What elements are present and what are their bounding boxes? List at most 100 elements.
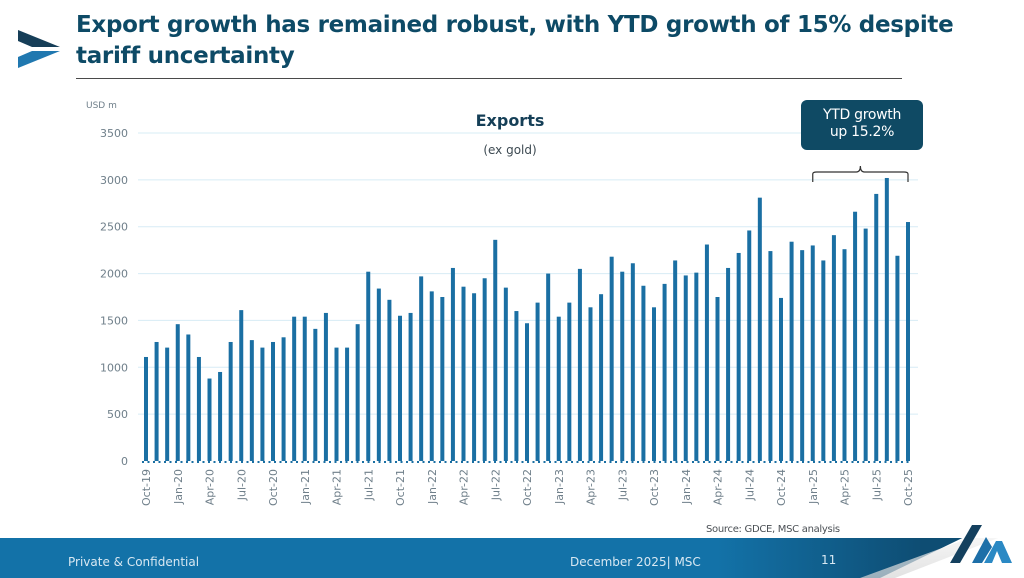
- bar-Sep-20: [260, 347, 265, 461]
- x-tick-label: Oct-22: [521, 469, 534, 506]
- date-label: December 2025| MSC: [570, 555, 701, 569]
- bar-Jan-25: [810, 245, 815, 461]
- bar-Aug-22: [503, 287, 508, 461]
- bar-Apr-25: [842, 249, 847, 461]
- bar-Apr-21: [334, 347, 339, 461]
- bar-Jan-21: [302, 316, 307, 461]
- bar-Jun-21: [355, 324, 360, 461]
- bar-Apr-20: [207, 378, 212, 461]
- x-tick-label: Jan-20: [172, 469, 185, 505]
- x-tick-label: Jul-25: [870, 469, 883, 501]
- bar-May-21: [345, 347, 350, 461]
- bar-Aug-21: [376, 288, 381, 461]
- bar-Mar-25: [831, 235, 836, 461]
- page-number: 11: [821, 553, 837, 567]
- bar-Dec-24: [800, 250, 805, 461]
- bar-Aug-25: [884, 177, 889, 462]
- bar-Aug-24: [757, 197, 762, 462]
- brand-chevron-icon: [18, 30, 60, 68]
- bar-Feb-22: [440, 297, 445, 461]
- bar-Apr-22: [461, 286, 466, 461]
- x-tick-label: Oct-23: [648, 469, 661, 506]
- x-tick-label: Jan-24: [680, 469, 693, 505]
- bar-May-22: [472, 293, 477, 461]
- bar-Sep-21: [387, 299, 392, 461]
- bar-Mar-21: [323, 312, 328, 461]
- bar-Dec-19: [165, 347, 170, 461]
- y-tick-label: 1000: [100, 361, 128, 374]
- x-tick-label: Oct-19: [140, 469, 153, 506]
- y-tick-label: 1500: [100, 314, 128, 327]
- bar-Oct-22: [525, 323, 529, 461]
- bar-Jul-20: [239, 310, 244, 461]
- bar-Oct-21: [398, 315, 402, 461]
- x-tick-label: Oct-25: [902, 469, 915, 506]
- bar-Jul-24: [747, 230, 752, 461]
- bar-Oct-24: [779, 297, 783, 461]
- bar-May-23: [599, 294, 604, 461]
- confidentiality-label: Private & Confidential: [68, 555, 200, 569]
- bar-Nov-24: [789, 241, 794, 461]
- y-tick-label: 0: [121, 455, 128, 468]
- bar-Nov-19: [154, 341, 159, 461]
- x-tick-label: Apr-20: [204, 469, 217, 505]
- bar-Jul-22: [493, 239, 498, 461]
- slide-title: Export growth has remained robust, with …: [76, 12, 954, 69]
- x-tick-label: Oct-20: [267, 469, 280, 506]
- ytd-bracket: [812, 165, 909, 182]
- bar-Feb-21: [313, 328, 318, 461]
- bar-Mar-22: [450, 267, 455, 461]
- bar-Apr-24: [715, 297, 720, 461]
- bar-Jun-24: [736, 252, 741, 461]
- bar-Mar-24: [704, 244, 709, 461]
- y-tick-label: 500: [107, 408, 128, 421]
- bar-Jun-23: [609, 256, 614, 461]
- x-tick-label: Oct-24: [775, 469, 788, 506]
- bar-Oct-23: [652, 307, 656, 461]
- bar-Mar-20: [196, 356, 201, 461]
- x-tick-label: Apr-24: [712, 469, 725, 505]
- bar-Nov-21: [408, 312, 413, 461]
- x-tick-label: Jul-22: [489, 469, 502, 501]
- y-tick-label: 2500: [100, 221, 128, 234]
- bar-Oct-19: [144, 356, 148, 461]
- y-axis-unit-label: USD m: [86, 101, 117, 111]
- x-tick-label: Apr-21: [331, 469, 344, 505]
- bar-May-25: [853, 211, 858, 461]
- x-tick-label: Jul-20: [235, 469, 248, 501]
- bar-Oct-25: [906, 222, 910, 461]
- x-tick-label: Jul-21: [362, 469, 375, 501]
- callout-line-1: YTD growth: [822, 107, 902, 123]
- title-divider: [76, 78, 902, 79]
- chart-subtitle: (ex gold): [483, 143, 537, 157]
- chart-title: Exports: [475, 111, 545, 130]
- bar-Apr-23: [588, 307, 593, 461]
- bar-Jun-22: [482, 278, 487, 461]
- bar-Feb-23: [567, 302, 572, 461]
- bar-Nov-22: [535, 302, 540, 461]
- x-tick-label: Jul-23: [616, 469, 629, 501]
- bar-Dec-21: [419, 276, 424, 461]
- y-tick-label: 3500: [100, 127, 128, 140]
- bar-Sep-24: [768, 251, 773, 461]
- ytd-growth-callout: YTD growth up 15.2%: [801, 100, 923, 150]
- bar-Nov-20: [281, 337, 286, 461]
- x-tick-label: Jul-24: [743, 469, 756, 501]
- x-tick-label: Jan-21: [299, 469, 312, 505]
- bar-Jan-23: [556, 316, 561, 461]
- msc-logo-icon: [950, 525, 1012, 563]
- bar-May-20: [218, 371, 223, 461]
- y-tick-label: 3000: [100, 174, 128, 187]
- bar-Dec-23: [673, 260, 678, 461]
- x-tick-label: Apr-22: [458, 469, 471, 505]
- x-tick-label: Apr-23: [585, 469, 598, 505]
- bar-Jul-21: [366, 271, 371, 461]
- bar-Oct-20: [271, 341, 275, 461]
- callout-line-2: up 15.2%: [829, 124, 895, 140]
- bar-May-24: [726, 267, 731, 461]
- bar-Feb-24: [694, 272, 699, 461]
- bar-Feb-20: [186, 334, 191, 461]
- bar-Jan-20: [175, 324, 180, 461]
- bar-Aug-20: [249, 340, 254, 461]
